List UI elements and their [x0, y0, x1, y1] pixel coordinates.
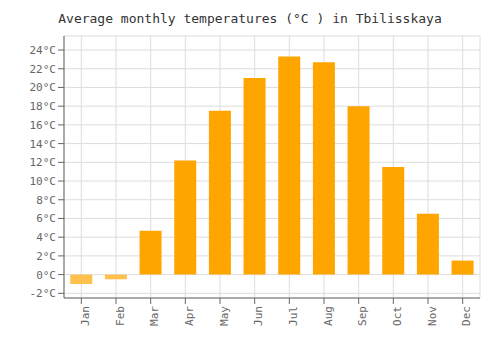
svg-text:Aug: Aug	[322, 306, 335, 326]
svg-text:16°C: 16°C	[30, 119, 57, 132]
svg-text:24°C: 24°C	[30, 44, 57, 57]
svg-text:Nov: Nov	[426, 306, 439, 326]
svg-text:8°C: 8°C	[36, 194, 56, 207]
svg-text:Jun: Jun	[252, 306, 265, 326]
svg-text:2°C: 2°C	[36, 250, 56, 263]
svg-text:0°C: 0°C	[36, 269, 56, 282]
svg-text:Mar: Mar	[148, 306, 161, 326]
svg-text:12°C: 12°C	[30, 156, 57, 169]
svg-text:Sep: Sep	[356, 306, 369, 326]
svg-text:Jul: Jul	[287, 306, 300, 326]
html-text:Average monthly temperatures (: Average monthly temperatures (°C ) in Tb…	[58, 11, 442, 26]
svg-text:Feb: Feb	[114, 306, 127, 326]
svg-text:May: May	[218, 306, 231, 326]
svg-text:Apr: Apr	[183, 306, 196, 326]
svg-text:Dec: Dec	[460, 306, 473, 326]
svg-text:Oct: Oct	[391, 306, 404, 326]
svg-text:20°C: 20°C	[30, 81, 57, 94]
svg-text:6°C: 6°C	[36, 212, 56, 225]
svg-text:18°C: 18°C	[30, 100, 57, 113]
svg-text:Jan: Jan	[79, 306, 92, 326]
svg-text:4°C: 4°C	[36, 231, 56, 244]
svg-text:10°C: 10°C	[30, 175, 57, 188]
svg-text:22°C: 22°C	[30, 63, 57, 76]
svg-text:14°C: 14°C	[30, 138, 57, 151]
svg-text:-2°C: -2°C	[30, 287, 57, 300]
